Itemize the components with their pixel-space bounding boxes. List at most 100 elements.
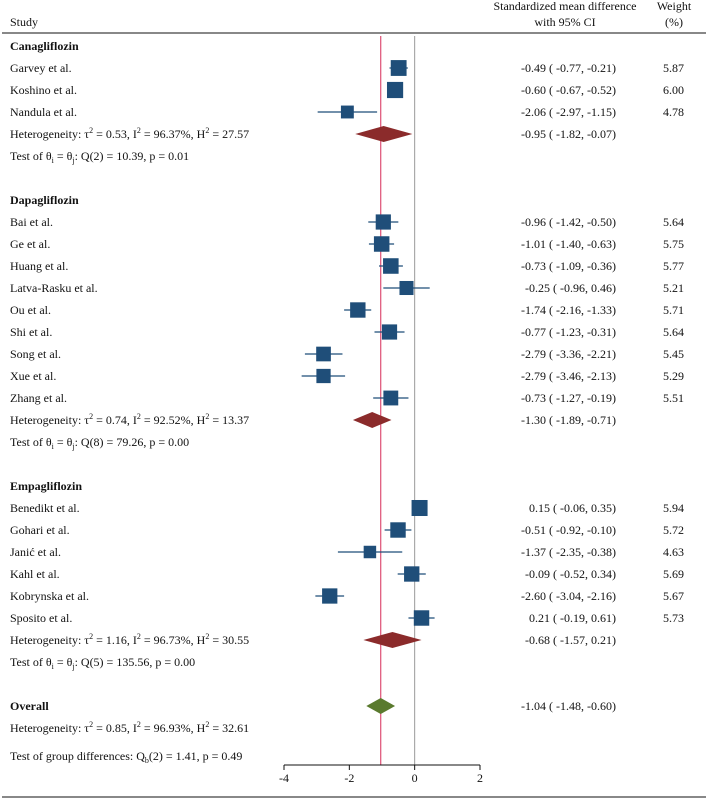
ci-text: -0.73 ( -1.09, -0.36): [521, 259, 616, 273]
group-test-text: Test of θi = θj: Q(5) = 135.56, p = 0.00: [10, 655, 195, 671]
subgroup-diamond: [355, 126, 413, 142]
effect-square: [399, 280, 414, 296]
column-header-weight-line2: (%): [665, 15, 683, 29]
column-header-weight-line1: Weight: [657, 0, 692, 13]
study-label: Latva-Rasku et al.: [10, 281, 98, 295]
weight-text: 5.64: [663, 215, 684, 229]
weight-text: 5.21: [663, 281, 684, 295]
overall-label: Overall: [10, 699, 49, 713]
heterogeneity-text: Heterogeneity: τ2 = 0.74, I2 = 92.52%, H…: [10, 412, 249, 427]
group-test-text: Test of θi = θj: Q(2) = 10.39, p = 0.01: [10, 149, 189, 165]
effect-square: [381, 324, 398, 340]
effect-square: [404, 566, 420, 582]
heterogeneity-text: Heterogeneity: τ2 = 1.16, I2 = 96.73%, H…: [10, 632, 249, 647]
weight-text: 5.72: [663, 523, 684, 537]
weight-text: 5.94: [663, 501, 684, 515]
weight-text: 6.00: [663, 83, 684, 97]
weight-text: 4.78: [663, 105, 684, 119]
group-differences-text: Test of group differences: Qb(2) = 1.41,…: [10, 749, 242, 765]
ci-text: 0.21 ( -0.19, 0.61): [529, 611, 616, 625]
overall-diamond: [366, 698, 396, 714]
ci-text: -2.79 ( -3.46, -2.13): [521, 369, 616, 383]
x-axis-tick-label: -2: [344, 771, 354, 785]
ci-text: -1.74 ( -2.16, -1.33): [521, 303, 616, 317]
column-header-effect-line1: Standardized mean difference: [493, 0, 636, 13]
effect-square: [383, 258, 399, 274]
weight-text: 5.45: [663, 347, 684, 361]
study-label: Zhang et al.: [10, 391, 67, 405]
effect-square: [383, 390, 399, 406]
study-label: Ou et al.: [10, 303, 51, 317]
ci-text: -0.96 ( -1.42, -0.50): [521, 215, 616, 229]
ci-text: 0.15 ( -0.06, 0.35): [529, 501, 616, 515]
study-label: Bai et al.: [10, 215, 53, 229]
ci-text: -1.01 ( -1.40, -0.63): [521, 237, 616, 251]
ci-text: -0.25 ( -0.96, 0.46): [525, 281, 616, 295]
x-axis-tick-label: 0: [412, 771, 418, 785]
effect-square: [375, 214, 391, 230]
weight-text: 5.87: [663, 61, 684, 75]
effect-square: [390, 60, 407, 76]
study-label: Ge et al.: [10, 237, 50, 251]
effect-square: [340, 105, 354, 119]
ci-text: -0.51 ( -0.92, -0.10): [521, 523, 616, 537]
group-header: Canagliflozin: [10, 39, 79, 53]
study-label: Song et al.: [10, 347, 61, 361]
effect-square: [390, 522, 406, 538]
subgroup-ci-text: -0.68 ( -1.57, 0.21): [525, 633, 616, 647]
weight-text: 5.29: [663, 369, 684, 383]
effect-square: [386, 81, 404, 99]
effect-square: [373, 236, 390, 252]
weight-text: 4.63: [663, 545, 684, 559]
ci-text: -1.37 ( -2.35, -0.38): [521, 545, 616, 559]
ci-text: -2.60 ( -3.04, -2.16): [521, 589, 616, 603]
weight-text: 5.67: [663, 589, 684, 603]
effect-square: [413, 610, 430, 626]
study-label: Sposito et al.: [10, 611, 72, 625]
study-label: Kobrynska et al.: [10, 589, 89, 603]
weight-text: 5.51: [663, 391, 684, 405]
heterogeneity-text: Heterogeneity: τ2 = 0.53, I2 = 96.37%, H…: [10, 126, 249, 141]
weight-text: 5.73: [663, 611, 684, 625]
effect-square: [316, 346, 331, 362]
group-test-text: Test of θi = θj: Q(8) = 79.26, p = 0.00: [10, 435, 189, 451]
effect-square: [411, 499, 428, 517]
weight-text: 5.75: [663, 237, 684, 251]
weight-text: 5.71: [663, 303, 684, 317]
study-label: Garvey et al.: [10, 61, 72, 75]
ci-text: -0.09 ( -0.52, 0.34): [525, 567, 616, 581]
ci-text: -0.49 ( -0.77, -0.21): [521, 61, 616, 75]
subgroup-ci-text: -0.95 ( -1.82, -0.07): [521, 127, 616, 141]
ci-text: -2.79 ( -3.36, -2.21): [521, 347, 616, 361]
column-header-study: Study: [10, 15, 38, 29]
ci-text: -2.06 ( -2.97, -1.15): [521, 105, 616, 119]
subgroup-ci-text: -1.30 ( -1.89, -0.71): [521, 413, 616, 427]
study-label: Benedikt et al.: [10, 501, 80, 515]
study-label: Xue et al.: [10, 369, 56, 383]
study-label: Nandula et al.: [10, 105, 77, 119]
overall-heterogeneity-text: Heterogeneity: τ2 = 0.85, I2 = 96.93%, H…: [10, 720, 249, 735]
effect-square: [316, 368, 331, 384]
study-label: Gohari et al.: [10, 523, 70, 537]
effect-square: [363, 545, 377, 559]
ci-text: -0.77 ( -1.23, -0.31): [521, 325, 616, 339]
x-axis-tick-label: 2: [477, 771, 483, 785]
study-label: Kahl et al.: [10, 567, 60, 581]
ci-text: -0.60 ( -0.67, -0.52): [521, 83, 616, 97]
weight-text: 5.69: [663, 567, 684, 581]
group-header: Empagliflozin: [10, 479, 82, 493]
subgroup-diamond: [363, 632, 422, 648]
study-label: Janić et al.: [10, 545, 61, 559]
effect-square: [322, 588, 338, 604]
overall-ci-text: -1.04 ( -1.48, -0.60): [521, 699, 616, 713]
ci-text: -0.73 ( -1.27, -0.19): [521, 391, 616, 405]
group-header: Dapagliflozin: [10, 193, 79, 207]
effect-square: [350, 302, 366, 318]
study-label: Koshino et al.: [10, 83, 77, 97]
study-label: Huang et al.: [10, 259, 68, 273]
x-axis-tick-label: -4: [279, 771, 289, 785]
study-label: Shi et al.: [10, 325, 52, 339]
subgroup-diamond: [352, 412, 392, 428]
weight-text: 5.77: [663, 259, 684, 273]
